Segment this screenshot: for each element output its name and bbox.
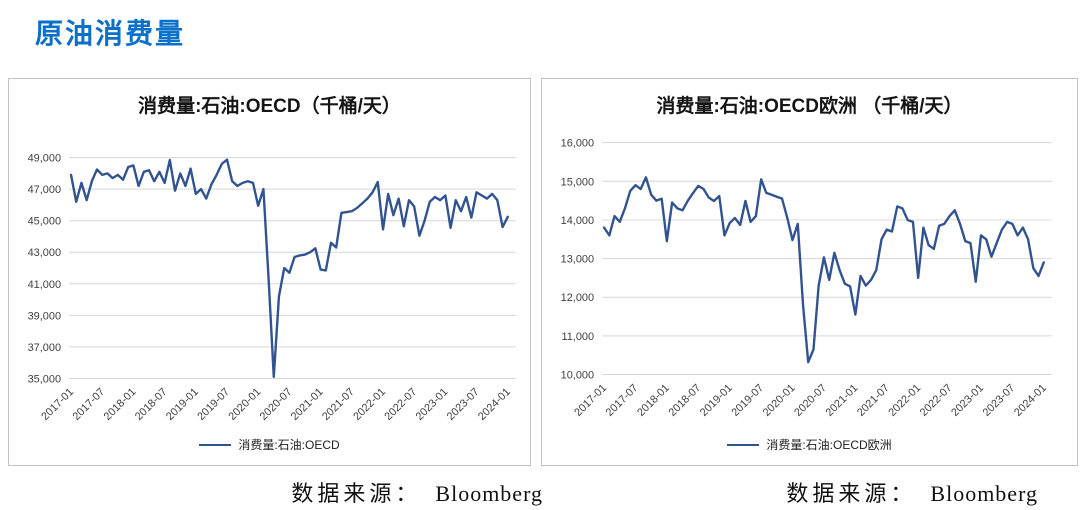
- x-axis-tick-label: 2019-07: [195, 386, 232, 423]
- chart-panel-oecd: 消费量:石油:OECD（千桶/天） 35,000 37,000 39,000 41,0…: [8, 78, 531, 466]
- legend-label: 消费量:石油:OECD欧洲: [766, 438, 892, 452]
- x-axis-tick-label: 2018-01: [102, 386, 139, 423]
- x-axis-tick-label: 2021-01: [824, 382, 861, 419]
- x-axis-tick-label: 2018-01: [635, 382, 672, 419]
- x-axis-tick-label: 2024-01: [1012, 382, 1049, 419]
- x-axis-tick-label: 2021-01: [289, 386, 326, 423]
- x-axis-tick-label: 2017-07: [70, 386, 107, 423]
- x-axis-tick-label: 2019-01: [164, 386, 201, 423]
- y-axis-tick-label: 10,000: [561, 369, 594, 381]
- x-axis-tick-label: 2024-01: [476, 386, 513, 423]
- x-axis-tick-label: 2022-07: [918, 382, 955, 419]
- legend-oecd: 消费量:石油:OECD: [9, 436, 530, 453]
- line-chart-oecd-europe: 10,000 11,000 12,000 13,000 14,000 15,000 16,0…: [561, 138, 1052, 419]
- x-axis-tick-label: 2022-01: [351, 386, 388, 423]
- x-axis-tick-label: 2023-07: [445, 386, 482, 423]
- x-axis-tick-label: 2020-01: [226, 386, 263, 423]
- y-axis-tick-label: 41,000: [28, 279, 61, 291]
- x-axis-tick-label: 2022-07: [382, 386, 419, 423]
- y-axis-tick-label: 16,000: [561, 138, 594, 150]
- source-label: 数据来源：: [291, 481, 422, 506]
- y-axis-tick-label: 49,000: [28, 153, 61, 165]
- x-axis-tick-label: 2020-01: [761, 382, 798, 419]
- x-axis-tick-label: 2023-01: [414, 386, 451, 423]
- y-axis-tick-label: 37,000: [28, 342, 61, 354]
- data-source-left: 数据来源： Bloomberg: [0, 476, 543, 508]
- x-axis-tick-label: 2018-07: [133, 386, 170, 423]
- x-axis-tick-label: 2017-01: [39, 386, 76, 423]
- y-axis-tick-label: 39,000: [28, 310, 61, 322]
- y-axis-tick-label: 13,000: [561, 254, 594, 266]
- x-axis-tick-label: 2019-07: [729, 382, 766, 419]
- source-value: Bloomberg: [930, 481, 1038, 506]
- y-axis-tick-label: 15,000: [561, 176, 594, 188]
- chart-panel-oecd-europe: 消费量:石油:OECD欧洲 （千桶/天） 10,000 11,000 12,000 1…: [541, 78, 1078, 466]
- x-axis-tick-label: 2023-07: [981, 382, 1018, 419]
- x-axis-tick-label: 2021-07: [855, 382, 892, 419]
- page-title: 原油消费量: [35, 18, 186, 49]
- data-series-line: [602, 176, 1045, 364]
- legend-oecd-europe: 消费量:石油:OECD欧洲: [542, 436, 1077, 453]
- y-axis-tick-label: 14,000: [561, 215, 594, 227]
- y-axis-tick-label: 43,000: [28, 247, 61, 259]
- x-axis-tick-label: 2017-07: [604, 382, 641, 419]
- y-axis-tick-label: 47,000: [28, 184, 61, 196]
- source-value: Bloomberg: [435, 481, 543, 506]
- x-axis-tick-label: 2022-01: [886, 382, 923, 419]
- y-axis-tick-label: 12,000: [561, 292, 594, 304]
- x-axis-tick-label: 2017-01: [572, 382, 609, 419]
- x-axis-tick-label: 2023-01: [949, 382, 986, 419]
- legend-label: 消费量:石油:OECD: [238, 438, 340, 452]
- legend-line-swatch: [727, 443, 760, 446]
- x-axis-tick-label: 2020-07: [258, 386, 295, 423]
- x-axis-tick-label: 2021-07: [320, 386, 357, 423]
- x-axis-tick-label: 2018-07: [667, 382, 704, 419]
- x-axis-tick-label: 2020-07: [792, 382, 829, 419]
- y-axis-tick-label: 11,000: [561, 331, 594, 343]
- y-axis-tick-label: 35,000: [28, 373, 61, 385]
- line-chart-oecd: 35,000 37,000 39,000 41,000 43,000 45,000 47,0…: [28, 153, 516, 423]
- data-series-line: [69, 158, 509, 379]
- y-axis-tick-label: 45,000: [28, 216, 61, 228]
- chart-title-oecd: 消费量:石油:OECD（千桶/天）: [138, 96, 401, 117]
- legend-line-swatch: [199, 443, 232, 446]
- source-label: 数据来源：: [786, 481, 917, 506]
- chart-title-oecd-europe: 消费量:石油:OECD欧洲 （千桶/天）: [656, 96, 963, 117]
- x-axis-tick-label: 2019-01: [698, 382, 735, 419]
- data-source-right: 数据来源： Bloomberg: [541, 476, 1038, 508]
